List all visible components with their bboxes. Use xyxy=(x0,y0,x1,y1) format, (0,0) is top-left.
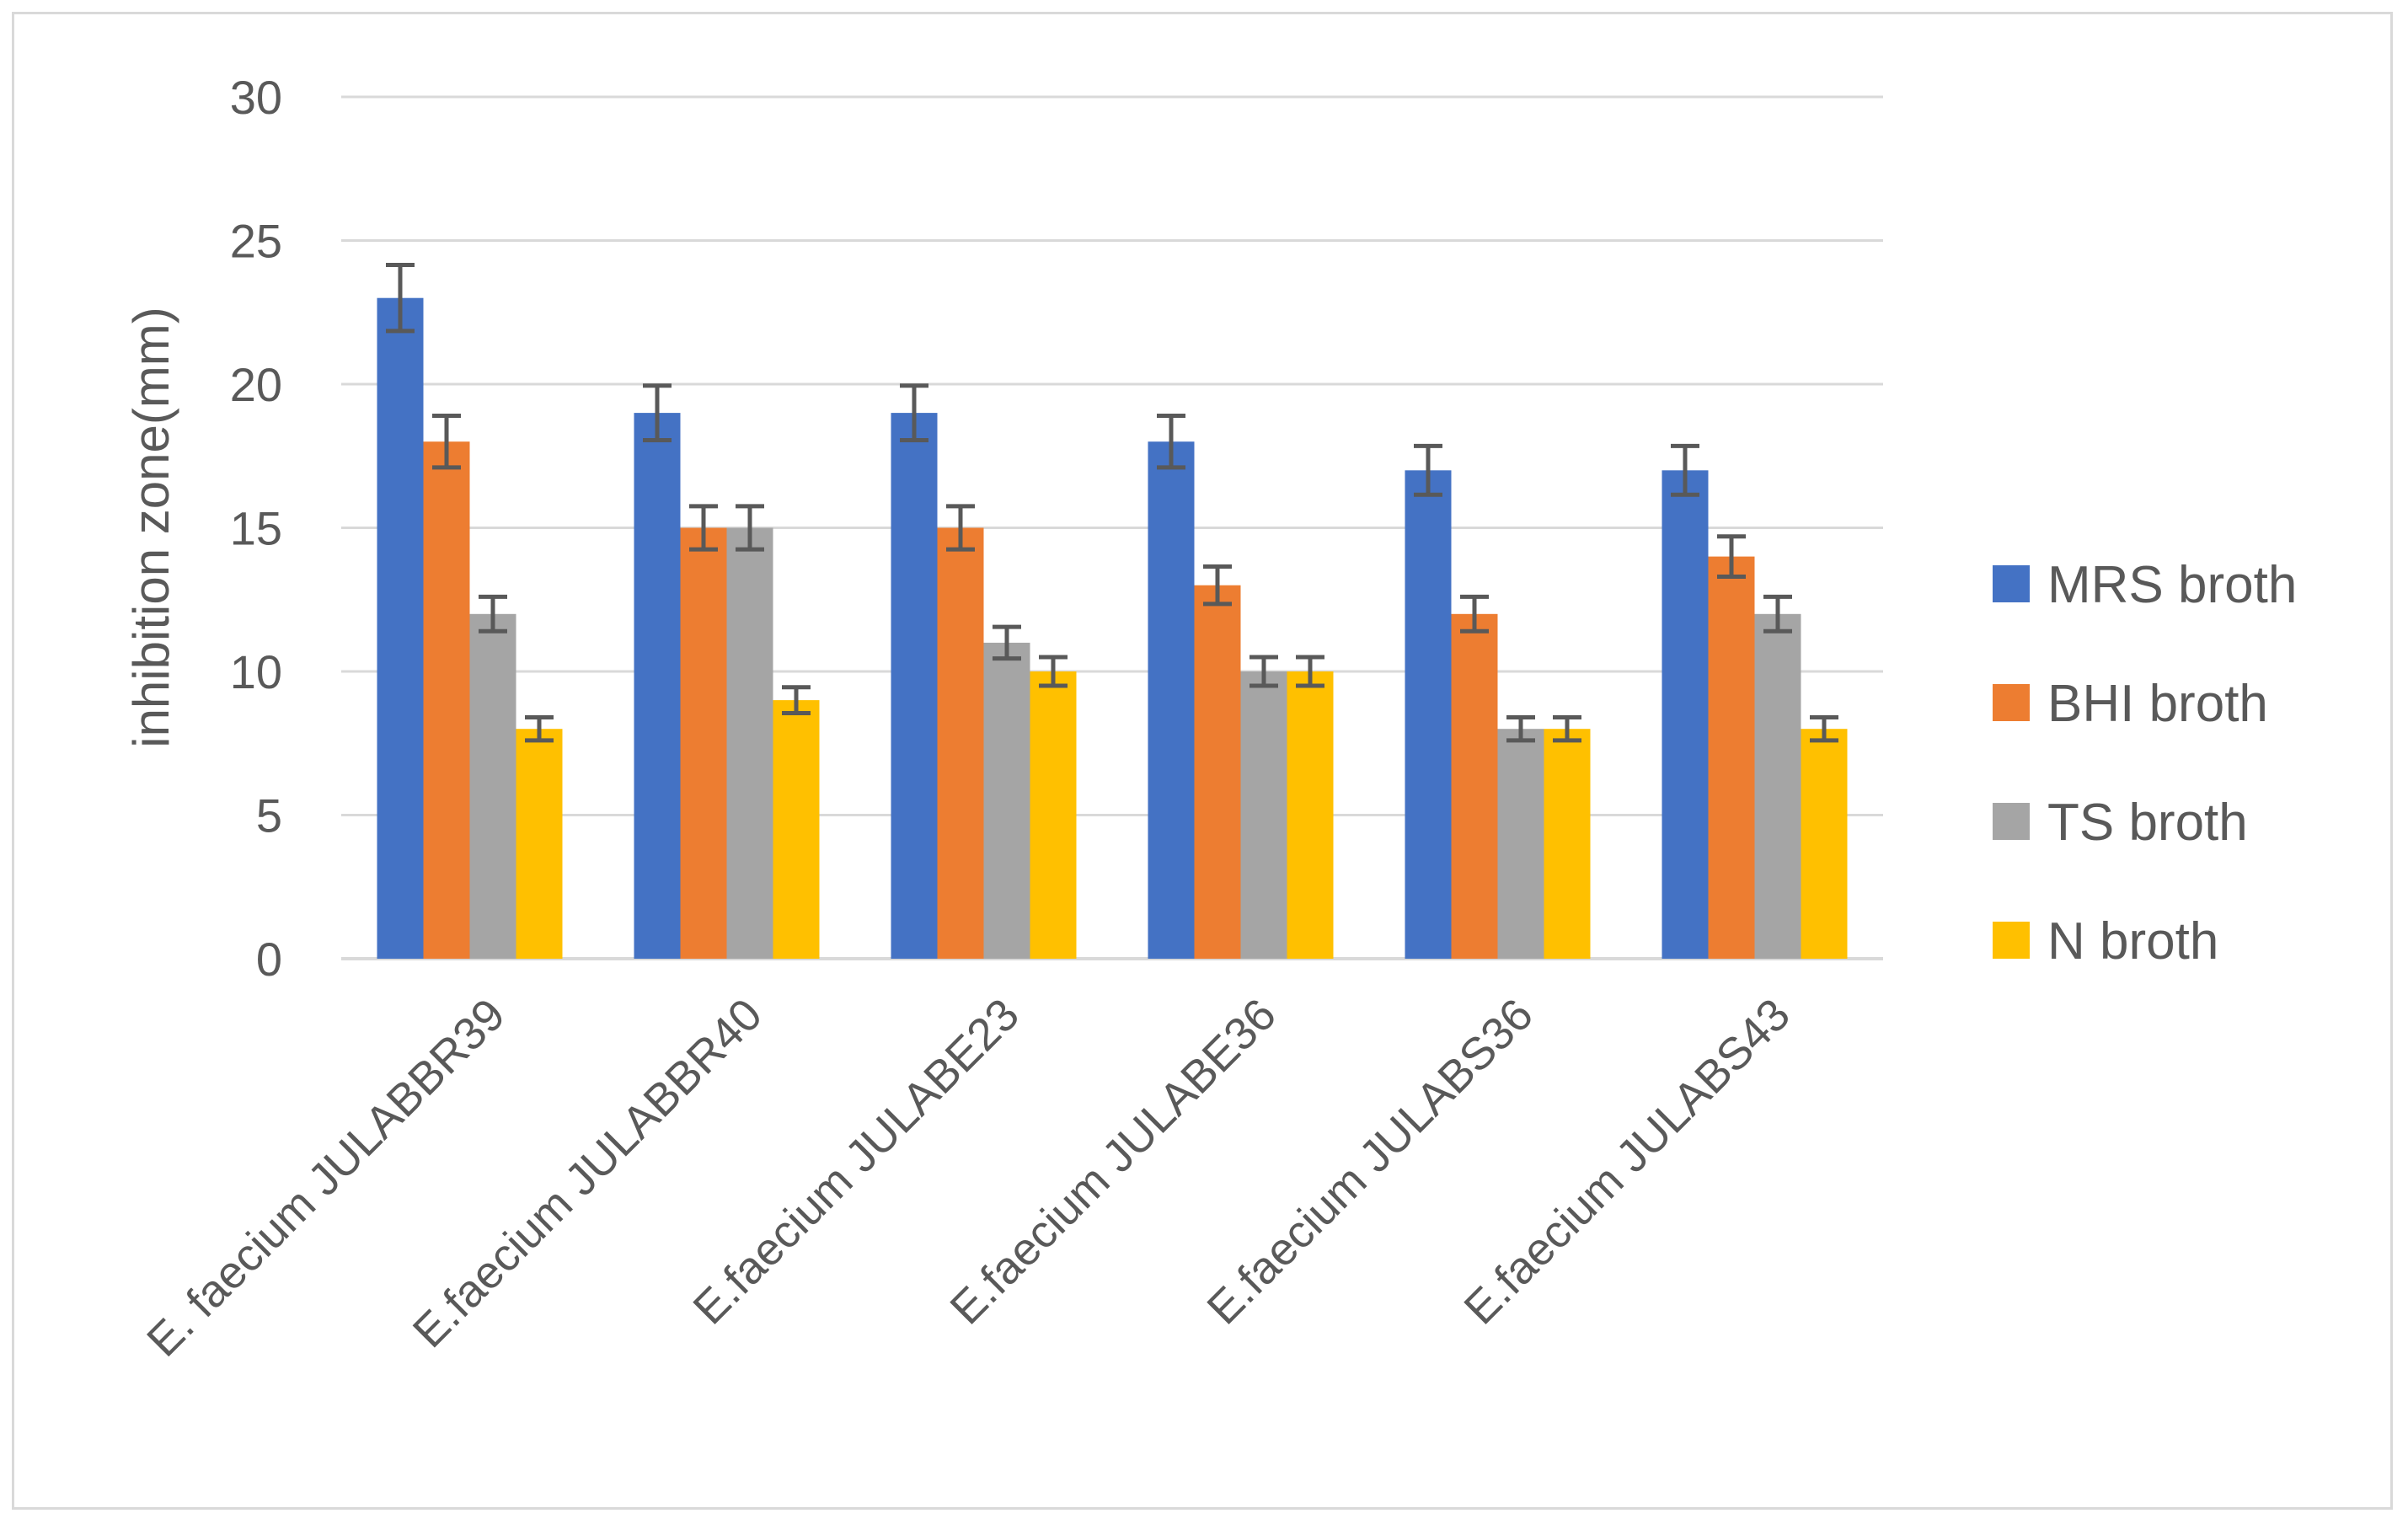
legend-swatch xyxy=(1993,684,2030,721)
bar xyxy=(1194,585,1241,959)
bar xyxy=(1544,729,1591,959)
bar xyxy=(634,413,681,960)
legend-label: BHI broth xyxy=(2047,675,2268,733)
bar xyxy=(469,613,516,959)
bar xyxy=(1287,671,1334,959)
bar xyxy=(726,527,773,959)
bar xyxy=(937,527,984,959)
bar xyxy=(983,642,1030,959)
bar xyxy=(1451,613,1498,959)
legend-label: N broth xyxy=(2047,912,2218,971)
legend-swatch xyxy=(1993,803,2030,840)
legend-swatch xyxy=(1993,565,2030,602)
bar xyxy=(1754,613,1801,959)
bar xyxy=(1801,729,1848,959)
legend-swatch xyxy=(1993,922,2030,959)
y-tick-label: 5 xyxy=(256,789,282,842)
y-tick-label: 0 xyxy=(256,933,282,986)
legend-label: TS broth xyxy=(2047,794,2248,852)
bar xyxy=(516,729,563,959)
bar xyxy=(891,413,938,960)
bar xyxy=(1405,470,1452,959)
bar xyxy=(1708,556,1755,959)
y-tick-label: 10 xyxy=(230,645,282,698)
legend-label: MRS broth xyxy=(2047,556,2297,614)
bar xyxy=(1662,470,1709,959)
y-tick-label: 25 xyxy=(230,215,282,268)
bar xyxy=(680,527,727,959)
bar xyxy=(423,441,470,959)
y-tick-label: 15 xyxy=(230,502,282,555)
y-tick-label: 20 xyxy=(230,358,282,411)
y-axis-title: inhibition zone(mm) xyxy=(123,307,179,748)
bar xyxy=(377,297,424,959)
bar xyxy=(1148,441,1195,959)
bar xyxy=(1497,729,1544,959)
bar xyxy=(773,700,820,959)
bar xyxy=(1240,671,1287,959)
y-tick-label: 30 xyxy=(230,71,282,124)
bar xyxy=(1030,671,1077,959)
